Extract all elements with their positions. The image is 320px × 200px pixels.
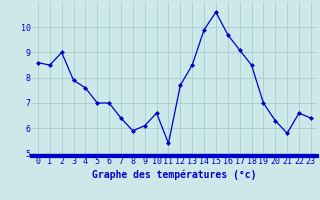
X-axis label: Graphe des températures (°c): Graphe des températures (°c)	[92, 169, 257, 180]
